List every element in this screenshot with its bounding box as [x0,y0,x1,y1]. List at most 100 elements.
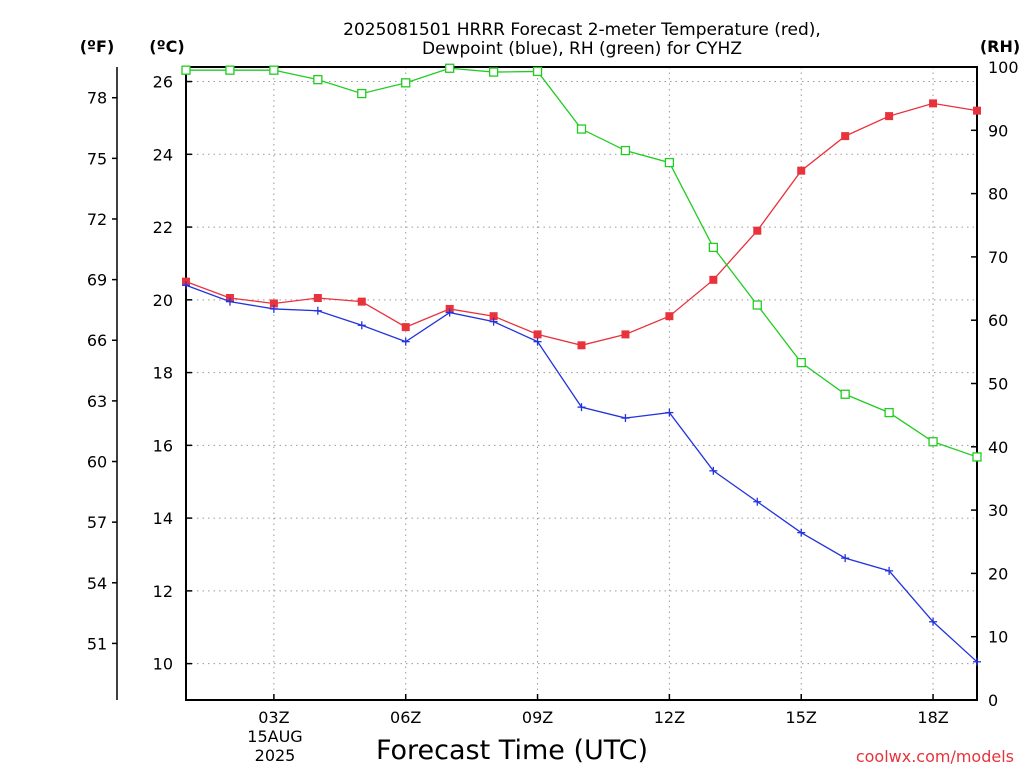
temperature-line [185,102,978,346]
dewpoint-marker [797,528,806,537]
x-tick-label: 09Z [522,708,553,727]
rh-tick-label: 20 [988,564,1008,583]
x-tick-label: 06Z [390,708,421,727]
rh-marker [708,242,718,253]
x-axis-label: Forecast Time (UTC) [376,735,648,766]
celsius-tick-label: 20 [153,291,173,310]
rh-marker [181,65,191,75]
temperature-marker [841,132,850,141]
fahrenheit-tick-label: 66 [87,331,107,350]
rh-tick-label: 50 [988,375,1008,394]
rh-marker [313,75,323,85]
data-series [181,63,982,666]
dewpoint-marker [885,566,894,575]
celsius-tick-label: 10 [153,655,173,674]
axes [112,66,978,701]
rh-axis-unit: (RH) [980,37,1020,56]
dewpoint-marker [841,554,850,563]
dewpoint-marker [182,281,190,290]
x-tick-label: 03Z [258,708,289,727]
plot-frame [185,66,978,701]
fahrenheit-tick-label: 75 [87,149,107,168]
temperature-marker [885,112,894,121]
rh-tick-label: 10 [988,628,1008,647]
celsius-tick-label: 12 [153,582,173,601]
rh-marker [752,300,762,310]
series-rh [181,63,982,462]
fahrenheit-tick-label: 51 [87,634,107,653]
x-tick-label: 15Z [786,708,817,727]
rh-marker [445,63,455,73]
rh-marker [488,67,499,77]
temperature-marker [533,330,542,339]
fahrenheit-tick-label: 78 [87,89,107,108]
dewpoint-marker [577,403,586,412]
rh-marker [225,65,235,75]
fahrenheit-tick-label: 72 [87,210,107,229]
temperature-marker [313,294,322,303]
rh-marker [884,407,894,418]
temperature-marker [357,297,366,306]
dewpoint-marker [357,321,366,330]
dewpoint-marker [533,337,542,346]
dewpoint-marker [929,617,938,626]
fahrenheit-tick-label: 54 [87,574,107,593]
temperature-marker [665,312,674,321]
chart-title-line-1: 2025081501 HRRR Forecast 2-meter Tempera… [343,20,821,40]
dewpoint-marker [401,337,410,346]
celsius-tick-label: 16 [153,436,173,455]
series-dewpoint [182,281,981,666]
dewpoint-marker [665,408,674,417]
celsius-tick-label: 14 [153,509,173,528]
rh-marker [796,357,806,368]
fahrenheit-tick-label: 63 [87,392,107,411]
celsius-tick-label: 22 [153,218,173,237]
fahrenheit-axis-unit: (ºF) [80,37,115,56]
rh-marker [620,145,631,156]
rh-marker [840,389,850,399]
rh-marker [401,78,411,88]
rh-tick-label: 100 [988,58,1019,77]
dewpoint-marker [225,297,234,306]
rh-tick-label: 80 [988,185,1008,204]
dewpoint-marker [445,308,454,317]
source-credit: coolwx.com/models [856,747,1014,766]
chart-title-line-2: Dewpoint (blue), RH (green) for CYHZ [422,39,742,59]
series-temperature [182,99,981,350]
celsius-tick-label: 26 [153,73,173,92]
rh-marker [928,437,938,447]
rh-marker [269,65,279,75]
dewpoint-marker [489,317,498,326]
dewpoint-marker [621,414,630,423]
celsius-tick-label: 24 [153,145,173,164]
temperature-marker [621,330,630,339]
tick-labels: 10 12 14 16 18 20 22 24 26 51 54 57 60 63 66 69 72 75 78 0 1… [87,58,1019,727]
celsius-axis-unit: (ºC) [149,37,184,56]
fahrenheit-tick-label: 57 [87,513,107,532]
rh-tick-label: 60 [988,311,1008,330]
grid-lines [186,67,977,700]
temperature-marker [577,341,586,350]
celsius-tick-label: 18 [153,364,173,383]
date-label-day: 15AUG [247,727,302,746]
rh-tick-label: 0 [988,691,998,710]
rh-marker [532,66,543,77]
temperature-marker [753,226,762,235]
dewpoint-marker [709,466,718,475]
fahrenheit-tick-label: 60 [87,453,107,472]
rh-tick-label: 30 [988,501,1008,520]
x-tick-label: 18Z [917,708,948,727]
temperature-marker [401,323,410,332]
date-label-year: 2025 [255,746,296,765]
temperature-marker [929,99,938,108]
rh-tick-label: 90 [988,121,1008,140]
rh-marker [576,124,587,134]
dewpoint-marker [313,306,322,315]
dewpoint-marker [753,497,762,506]
dewpoint-marker [973,657,981,666]
x-tick-label: 12Z [654,708,685,727]
rh-tick-label: 70 [988,248,1008,267]
dewpoint-marker [269,304,278,313]
rh-marker [664,157,675,168]
